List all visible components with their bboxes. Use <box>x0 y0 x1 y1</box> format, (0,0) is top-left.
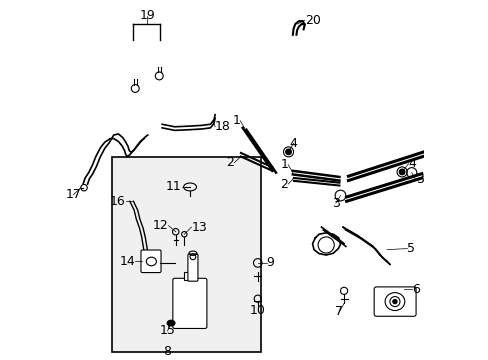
Ellipse shape <box>392 300 396 304</box>
Text: 10: 10 <box>249 304 265 317</box>
Text: 18: 18 <box>215 120 230 133</box>
Text: 9: 9 <box>266 256 274 269</box>
Bar <box>112 157 260 352</box>
FancyBboxPatch shape <box>373 287 415 316</box>
Ellipse shape <box>398 169 404 175</box>
Text: 1: 1 <box>232 114 240 127</box>
Text: 6: 6 <box>411 283 419 296</box>
Text: 7: 7 <box>335 305 343 318</box>
Text: 2: 2 <box>280 177 287 190</box>
Ellipse shape <box>167 320 175 326</box>
Text: 8: 8 <box>163 345 171 357</box>
Text: 20: 20 <box>304 14 320 27</box>
Text: 16: 16 <box>110 195 125 208</box>
Bar <box>183 272 196 280</box>
Text: 13: 13 <box>191 221 207 234</box>
Text: 4: 4 <box>408 157 416 170</box>
FancyBboxPatch shape <box>187 254 198 281</box>
Text: 17: 17 <box>65 188 81 201</box>
Text: 1: 1 <box>280 158 287 171</box>
Text: 4: 4 <box>289 137 297 150</box>
Text: 19: 19 <box>139 9 155 22</box>
Text: 3: 3 <box>331 197 339 210</box>
Text: 5: 5 <box>407 242 415 255</box>
Text: 2: 2 <box>226 156 234 169</box>
Text: 14: 14 <box>119 255 135 268</box>
Text: 12: 12 <box>152 219 168 232</box>
Text: 11: 11 <box>166 180 182 193</box>
Ellipse shape <box>286 150 289 153</box>
Text: 3: 3 <box>415 173 423 186</box>
FancyBboxPatch shape <box>141 250 161 273</box>
Ellipse shape <box>400 171 403 174</box>
Text: 15: 15 <box>159 324 175 337</box>
FancyBboxPatch shape <box>172 278 206 328</box>
Ellipse shape <box>285 149 291 155</box>
